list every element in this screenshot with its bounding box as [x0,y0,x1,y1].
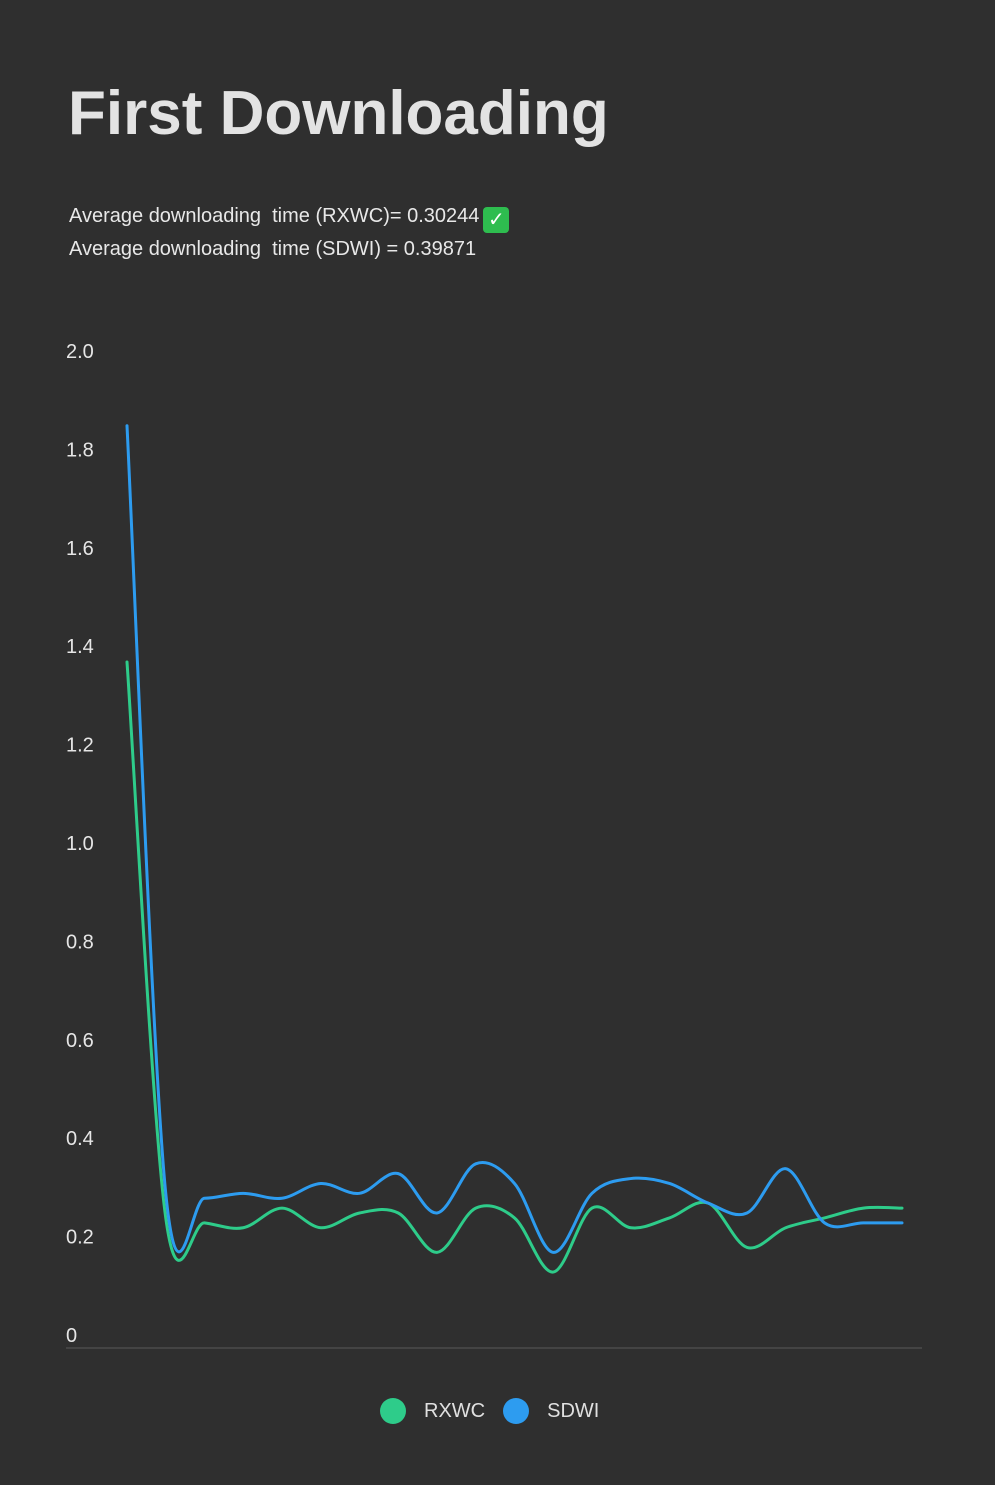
legend-item-rxwc[interactable]: RXWC [380,1398,485,1424]
legend-item-sdwi[interactable]: SDWI [503,1398,599,1424]
y-tick-label: 1.2 [66,735,94,757]
y-tick-label: 0 [66,1325,77,1347]
legend-label-rxwc: RXWC [424,1399,486,1422]
y-tick-label: 2.0 [66,341,94,363]
y-tick-label: 0.8 [66,931,94,953]
y-tick-label: 1.8 [66,439,94,461]
legend-swatch-rxwc [380,1398,406,1424]
average-time-rxwc-text: Average downloading time (RXWC)= 0.30244 [69,205,480,227]
chart-title: First Downloading [68,79,609,148]
y-tick-label: 1.0 [66,833,94,855]
legend-label-sdwi: SDWI [547,1399,600,1422]
y-tick-label: 1.6 [66,538,94,560]
average-time-rxwc: Average downloading time (RXWC)= 0.30244… [69,205,510,233]
series-line-rxwc[interactable] [125,660,904,1274]
y-tick-label: 0.4 [66,1128,94,1150]
average-time-sdwi: Average downloading time (SDWI) = 0.3987… [69,238,477,260]
y-tick-label: 0.6 [66,1030,94,1052]
series-line-sdwi[interactable] [125,424,904,1254]
check-mark-icon: ✓ [483,207,510,233]
y-tick-label: 0.2 [66,1227,94,1249]
legend: RXWC SDWI [380,1398,617,1424]
legend-swatch-sdwi [503,1398,530,1424]
y-tick-label: 1.4 [66,636,94,658]
